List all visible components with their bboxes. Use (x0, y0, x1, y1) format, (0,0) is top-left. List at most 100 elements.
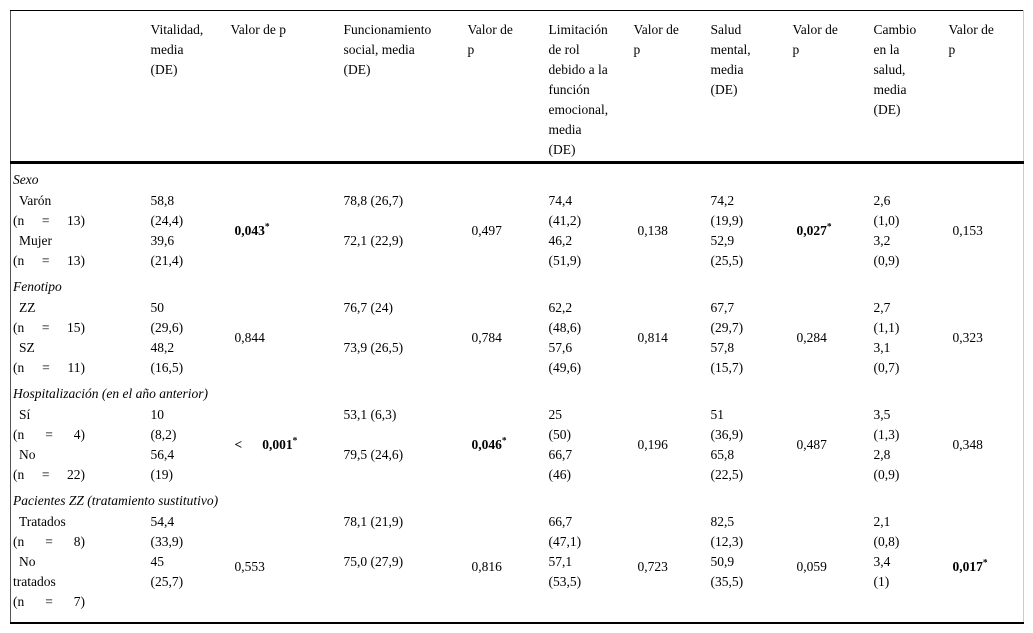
column-header-pvalue: Valor de p (230, 10, 344, 164)
sample-size: (n = 7) (13, 594, 85, 609)
category-cell: SZ (n = 11) (11, 338, 151, 378)
value-cell: 10 (8,2) (150, 407, 177, 442)
column-header-empty (10, 10, 151, 164)
value-cell: 39,6 (21,4) (150, 233, 184, 268)
value-cell: 56,4 (19) (150, 447, 175, 482)
p-value-cell: 0,153 (952, 223, 983, 238)
p-value-cell: 0,059 (796, 559, 827, 574)
group-header-row: Hospitalización (en el año anterior) (11, 378, 1024, 405)
value-cell: 57,8 (15,7) (710, 340, 744, 375)
p-value-cell: 0,027* (796, 222, 832, 238)
value-cell: 72,1 (22,9) (343, 233, 404, 248)
results-table: Vitalidad, media (DE) Valor de p Funcion… (10, 10, 1024, 624)
column-header-limitacion: Limitación de rol debido a la función em… (548, 10, 634, 164)
column-header-vitalidad: Vitalidad, media (DE) (150, 10, 231, 164)
p-value-cell: 0,138 (637, 223, 668, 238)
sample-size: (n = 13) (13, 253, 85, 268)
value-cell: 2,8 (0,9) (873, 447, 900, 482)
table-row: Sí (n = 4) 10 (8,2) <0,001* 53,1 (6,3) 0,04… (11, 405, 1024, 452)
table-row: No tratados (n = 7) 45 (25,7) 75,0 (27,9) 5… (11, 552, 1024, 623)
sample-size: (n = 11) (13, 360, 85, 375)
value-cell: 3,2 (0,9) (873, 233, 900, 268)
value-cell: 78,8 (26,7) (343, 193, 404, 208)
p-value-cell: 0,487 (796, 437, 827, 452)
group-header-row: Fenotipo (11, 271, 1024, 298)
value-cell: 65,8 (22,5) (710, 447, 744, 482)
p-value-cell: 0,816 (471, 559, 502, 574)
value-cell: 3,5 (1,3) (873, 407, 900, 442)
value-cell: 51 (36,9) (710, 407, 744, 442)
value-cell: 67,7 (29,7) (710, 300, 744, 335)
p-value-cell: 0,323 (952, 330, 983, 345)
group-label-hospitalizacion: Hospitalización (en el año anterior) (13, 386, 208, 401)
table-row: Tratados (n = 8) 54,4 (33,9) 0,553 78,1 (21… (11, 512, 1024, 574)
header-row: Vitalidad, media (DE) Valor de p Funcion… (10, 10, 1024, 164)
category-cell: ZZ (n = 15) (11, 298, 151, 338)
column-header-pvalue: Valor de p (467, 10, 549, 164)
p-value-cell: 0,844 (234, 330, 265, 345)
value-cell: 2,6 (1,0) (873, 193, 900, 228)
value-cell: 82,5 (12,3) (710, 514, 744, 549)
value-cell: 75,0 (27,9) (343, 554, 404, 569)
value-cell: 45 (25,7) (150, 554, 184, 589)
category-label: Mujer (19, 233, 52, 248)
p-value-cell: 0,497 (471, 223, 502, 238)
category-cell: No tratados (n = 7) (11, 552, 151, 623)
value-cell: 57,1 (53,5) (548, 554, 582, 589)
column-header-cambio: Cambio en la salud, media (DE) (873, 10, 949, 164)
group-header-row: Pacientes ZZ (tratamiento sustitutivo) (11, 485, 1024, 512)
value-cell: 3,4 (1) (873, 554, 891, 589)
p-value-cell: <0,001* (234, 436, 298, 452)
category-label: No (19, 447, 36, 462)
p-value-cell: 0,553 (234, 559, 265, 574)
group-label-fenotipo: Fenotipo (13, 279, 62, 294)
p-value-cell: 0,284 (796, 330, 827, 345)
value-cell: 62,2 (48,6) (548, 300, 582, 335)
significance-asterisk: * (982, 558, 988, 569)
value-cell: 50,9 (35,5) (710, 554, 744, 589)
column-header-salud-mental: Salud mental, media (DE) (710, 10, 793, 164)
table-row: No (n = 22) 56,4 (19) 79,5 (24,6) 66,7 (46) … (11, 445, 1024, 485)
column-header-pvalue: Valor de p (792, 10, 874, 164)
sample-size: (n = 4) (13, 427, 85, 442)
category-label: Sí (19, 407, 31, 422)
p-value-cell: 0,348 (952, 437, 983, 452)
category-label: ZZ (19, 300, 36, 315)
value-cell: 53,1 (6,3) (343, 407, 397, 422)
value-cell: 2,7 (1,1) (873, 300, 900, 335)
value-cell: 79,5 (24,6) (343, 447, 404, 462)
column-header-pvalue: Valor de p (948, 10, 1024, 164)
less-than-sign: < (234, 437, 243, 452)
value-cell: 74,4 (41,2) (548, 193, 582, 228)
table-row: Mujer (n = 13) 39,6 (21,4) 72,1 (22,9) 46,2… (11, 231, 1024, 271)
p-value-cell: 0,196 (637, 437, 668, 452)
table-row: SZ (n = 11) 48,2 (16,5) 73,9 (26,5) 57,6 (49… (11, 338, 1024, 378)
category-label: Tratados (19, 514, 66, 529)
p-value-cell: 0,043* (234, 222, 270, 238)
p-value-cell: 0,723 (637, 559, 668, 574)
significance-asterisk: * (501, 436, 507, 447)
p-value-cell: 0,017* (952, 558, 988, 574)
group-header-row: Sexo (11, 163, 1024, 192)
table-row: Varón (n = 13) 58,8 (24,4) 0,043* 78,8 (26,… (11, 191, 1024, 238)
sample-size: (n = 22) (13, 467, 85, 482)
category-cell: Sí (n = 4) (11, 405, 151, 445)
category-cell: No (n = 22) (11, 445, 151, 485)
group-label-sexo: Sexo (13, 172, 39, 187)
value-cell: 74,2 (19,9) (710, 193, 744, 228)
value-cell: 57,6 (49,6) (548, 340, 582, 375)
category-cell: Mujer (n = 13) (11, 231, 151, 271)
category-label: No tratados (13, 554, 56, 589)
value-cell: 48,2 (16,5) (150, 340, 184, 375)
sample-size: (n = 15) (13, 320, 85, 335)
value-cell: 66,7 (46) (548, 447, 573, 482)
value-cell: 50 (29,6) (150, 300, 184, 335)
significance-asterisk: * (264, 222, 270, 233)
value-cell: 78,1 (21,9) (343, 514, 404, 529)
value-cell: 73,9 (26,5) (343, 340, 404, 355)
table-header: Vitalidad, media (DE) Valor de p Funcion… (10, 10, 1024, 164)
value-cell: 66,7 (47,1) (548, 514, 582, 549)
value-cell: 54,4 (33,9) (150, 514, 184, 549)
category-label: SZ (19, 340, 35, 355)
